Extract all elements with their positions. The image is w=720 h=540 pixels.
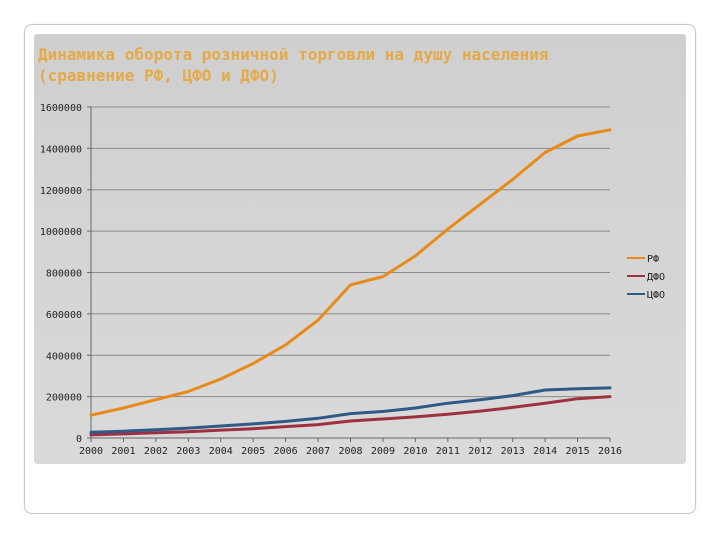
x-tick-label: 2016 [598,446,622,457]
series-line-0 [89,128,612,417]
x-tick-label: 2009 [371,446,395,457]
y-tick-label: 1600000 [40,103,82,114]
x-tick-label: 2011 [436,446,460,457]
axes [87,106,611,442]
y-tick-label: 0 [76,434,82,445]
x-tick-label: 2002 [144,446,168,457]
x-axis-ticks: 2000 2001 2002 2003 2004 2005 2006 2007 2008 2009… [79,446,622,457]
y-tick-label: 400000 [46,351,82,362]
chart-title-line-2: (сравнение РФ, ЦФО и ДФО) [38,66,279,85]
y-tick-label: 1200000 [40,186,82,197]
x-tick-label: 2004 [209,446,233,457]
x-tick-label: 2007 [306,446,330,457]
chart-panel [34,34,686,464]
series-line-2 [89,386,612,434]
series-line-1 [89,395,612,437]
x-tick-label: 2005 [241,446,265,457]
y-tick-label: 1000000 [40,227,82,238]
legend: РФ ДФО ЦФО [627,254,665,301]
y-tick-label: 1400000 [40,144,82,155]
series-lines [89,128,612,437]
y-tick-label: 600000 [46,310,82,321]
legend-label: РФ [647,254,659,265]
x-tick-label: 2000 [79,446,103,457]
gridlines [91,106,610,398]
x-tick-label: 2015 [566,446,590,457]
x-tick-label: 2003 [176,446,200,457]
y-tick-label: 200000 [46,393,82,404]
legend-label: ЦФО [647,290,665,301]
y-axis-ticks: 0 200000 400000 600000 800000 1000000 1200000 1… [40,103,82,445]
chart-title-line-1: Динамика оборота розничной торговли на д… [38,45,549,64]
x-tick-label: 2013 [501,446,525,457]
y-tick-label: 800000 [46,269,82,280]
legend-label: ДФО [647,272,665,283]
x-tick-label: 2006 [274,446,298,457]
x-tick-label: 2010 [403,446,427,457]
x-tick-label: 2014 [533,446,557,457]
x-tick-label: 2012 [468,446,492,457]
x-tick-label: 2001 [111,446,135,457]
x-tick-label: 2008 [338,446,362,457]
chart-title: Динамика оборота розничной торговли на д… [38,44,678,86]
